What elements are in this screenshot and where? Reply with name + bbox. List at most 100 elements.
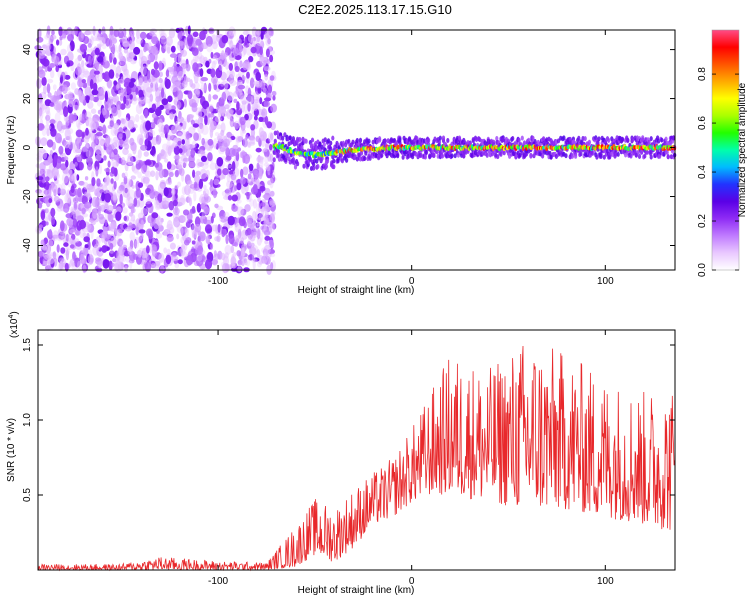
- heatmap-cell-1801: [233, 98, 238, 103]
- heatmap-cell-2601: [272, 157, 276, 163]
- heatmap-cell-2518: [53, 154, 58, 164]
- heatmap-cell-2108: [191, 205, 196, 214]
- heatmap-cell-1448: [229, 40, 234, 50]
- heatmap-cell-2449: [92, 121, 100, 130]
- heatmap-cell-2425: [256, 222, 260, 227]
- heatmap-cell-1763: [146, 245, 150, 254]
- heatmap-cell-3174: [424, 149, 429, 155]
- heatmap-cell-2511: [231, 161, 236, 172]
- heatmap-cell-697: [77, 122, 81, 131]
- heatmap-cell-2422: [125, 196, 131, 207]
- heatmap-cell-2524: [128, 189, 136, 200]
- heatmap-cell-1026: [70, 82, 76, 90]
- heatmap-cell-2118: [240, 128, 244, 139]
- heatmap-cell-2570: [133, 197, 138, 207]
- heatmap-cell-2578: [205, 60, 210, 68]
- heatmap-cell-1133: [52, 95, 59, 105]
- heatmap-cell-1873: [90, 108, 97, 114]
- heatmap-cell-2210: [214, 116, 222, 123]
- heatmap-cell-3182: [427, 137, 431, 143]
- heatmap-cell-2066: [85, 95, 90, 104]
- heatmap-cell-1751: [108, 182, 115, 194]
- y-tick-label: 0: [22, 144, 33, 150]
- heatmap-cell-405: [181, 120, 187, 130]
- heatmap-cell-1923: [60, 247, 66, 254]
- heatmap-cell-2826: [332, 164, 336, 170]
- heatmap-cell-2790: [322, 142, 326, 148]
- heatmap-cell-3972: [637, 154, 642, 159]
- heatmap-cell-2506: [244, 59, 250, 70]
- heatmap-cell-2617: [276, 149, 281, 154]
- heatmap-cell-1928: [213, 138, 218, 149]
- heatmap-cell-407: [56, 52, 62, 63]
- heatmap-cell-3202: [432, 152, 436, 158]
- heatmap-cell-3252: [446, 138, 450, 143]
- heatmap-cell-2261: [86, 29, 94, 35]
- heatmap-cell-1753: [44, 124, 52, 131]
- heatmap-cell-2272: [67, 169, 73, 176]
- heatmap-cell-2491: [269, 190, 275, 197]
- heatmap-cell-2063: [256, 249, 261, 258]
- heatmap-cell-2107: [181, 139, 185, 145]
- heatmap-cell-3297: [457, 135, 462, 141]
- heatmap-cell-990: [234, 185, 238, 192]
- heatmap-cell-255: [85, 118, 90, 127]
- snr-multiplier-base: (x10: [9, 318, 20, 338]
- heatmap-cell-2398: [138, 89, 144, 98]
- heatmap-cell-2038: [95, 132, 103, 137]
- heatmap-cell-657: [46, 128, 50, 137]
- heatmap-cell-2421: [41, 245, 48, 251]
- heatmap-cell-2493: [93, 70, 100, 75]
- heatmap-cell-1635: [142, 264, 146, 271]
- heatmap-cell-2582: [236, 101, 240, 111]
- heatmap-cell-2575: [82, 227, 90, 233]
- heatmap-cell-2225: [110, 151, 115, 162]
- heatmap-cell-1791: [225, 164, 233, 169]
- heatmap-cell-1559: [249, 198, 255, 207]
- heatmap-cell-2503: [130, 59, 137, 65]
- heatmap-cell-1607: [168, 171, 174, 178]
- heatmap-cell-2392: [260, 32, 264, 40]
- heatmap-cell-1177: [102, 60, 110, 69]
- heatmap-cell-1491: [201, 100, 210, 110]
- heatmap-cell-2403: [130, 214, 136, 222]
- heatmap-cell-1630: [65, 213, 73, 219]
- heatmap-cell-2114: [177, 132, 183, 137]
- heatmap-cell-2150: [38, 107, 43, 117]
- heatmap-cell-2640: [283, 150, 287, 156]
- heatmap-cell-3521: [517, 137, 521, 143]
- heatmap-cell-2349: [151, 103, 157, 111]
- heatmap-cell-2231: [256, 162, 260, 170]
- heatmap-cell-1311: [58, 39, 63, 46]
- heatmap-cell-2226: [115, 211, 122, 221]
- heatmap-cell-1733: [140, 208, 148, 216]
- heatmap-cell-1915: [82, 70, 91, 78]
- heatmap-cell-2492: [104, 104, 109, 110]
- heatmap-cell-2488: [112, 136, 119, 144]
- heatmap-cell-1805: [121, 172, 126, 178]
- heatmap-cell-1766: [174, 169, 179, 178]
- heatmap-cell-1322: [94, 188, 98, 196]
- heatmap-cell-2481: [72, 104, 80, 111]
- heatmap-cell-450: [219, 209, 226, 220]
- heatmap-cell-3770: [583, 136, 587, 142]
- heatmap-cell-2514: [266, 58, 270, 65]
- heatmap-cell-1411: [42, 260, 48, 266]
- heatmap-cell-4017: [649, 154, 653, 160]
- heatmap-cell-1438: [85, 127, 89, 136]
- heatmap-cell-792: [199, 215, 206, 224]
- heatmap-cell-2380: [242, 155, 246, 164]
- heatmap-cell-2415: [74, 238, 80, 243]
- heatmap-cell-1704: [269, 200, 276, 208]
- heatmap-cell-717: [110, 178, 114, 185]
- heatmap-cell-1588: [134, 240, 140, 248]
- heatmap-cell-1258: [228, 62, 233, 71]
- heatmap-cell-2560: [249, 223, 255, 230]
- heatmap-cell-1449: [51, 215, 56, 226]
- heatmap-cell-1793: [53, 185, 58, 197]
- heatmap-cell-2461: [260, 206, 265, 215]
- heatmap-cell-2412: [193, 181, 198, 189]
- heatmap-cell-2460: [259, 130, 267, 141]
- heatmap-cell-1820: [61, 235, 65, 241]
- heatmap-cell-1570: [166, 130, 174, 141]
